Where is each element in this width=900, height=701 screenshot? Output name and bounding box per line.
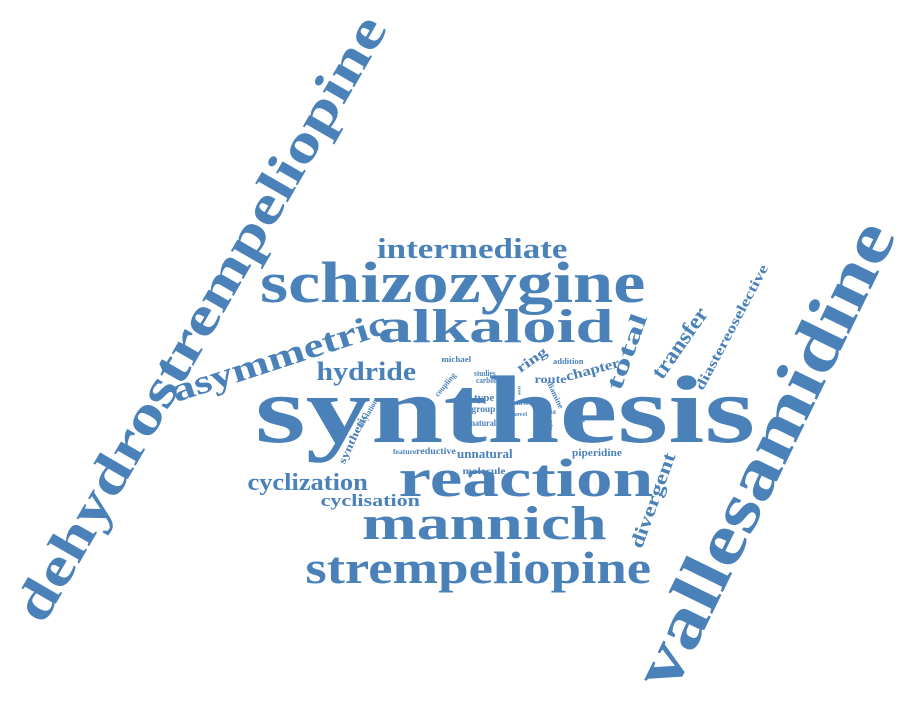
word-first: first (516, 401, 528, 407)
word-build: build (540, 410, 556, 416)
word-alkaloid: alkaloid (377, 300, 613, 353)
word-unnatural: unnatural (457, 445, 513, 461)
word-reaction: reaction (398, 448, 654, 508)
word-novel: novel (512, 412, 528, 418)
word-strempeliopine: strempeliopine (305, 542, 652, 593)
word-schizozygine: schizozygine (259, 250, 645, 315)
word-michael: michael (441, 355, 471, 364)
word-route: route (533, 372, 567, 386)
word-feature: feature (392, 447, 416, 456)
word-hydride: hydride (316, 357, 416, 386)
word-addition: addition (552, 357, 584, 366)
word-cyclization: cyclization (246, 470, 368, 496)
word-carbon: carbon (475, 376, 499, 385)
word-synthesis: synthesis (254, 356, 756, 463)
word-piperidine: piperidine (572, 448, 622, 459)
word-via: via (547, 420, 553, 430)
word-cyclisation: cyclisation (320, 490, 420, 510)
word-type: type (473, 393, 495, 404)
word-product: product (582, 413, 614, 422)
word-mannich: mannich (361, 497, 607, 550)
word-group: group (471, 403, 495, 414)
word-step: step (502, 388, 508, 398)
word-intermediate: intermediate (376, 234, 568, 265)
word-reductive: reductive (416, 445, 456, 456)
word-use: use (515, 385, 521, 395)
word-studies: studies (473, 369, 496, 378)
word-natural: natural (469, 417, 496, 428)
word-dehydrostrempeliopine: dehydrostrempeliopine (1, 4, 399, 632)
word-molecule: molecule (462, 465, 506, 476)
